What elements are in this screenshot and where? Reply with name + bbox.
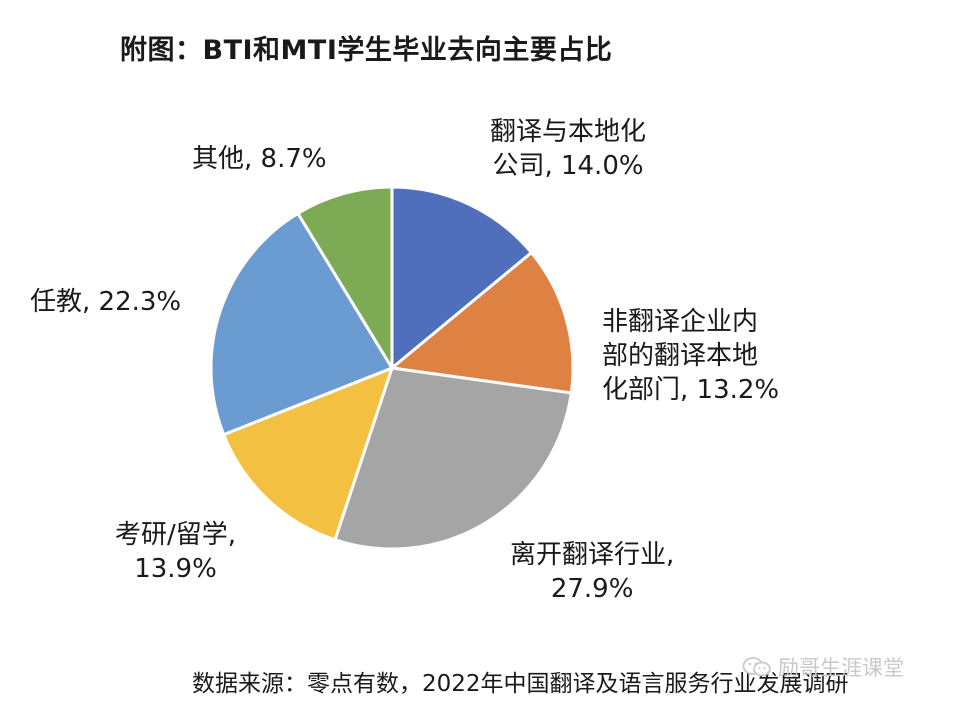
pie-slice-teaching — [209, 211, 394, 437]
pie-slice-grad-study-abroad — [222, 366, 394, 542]
chart-title: 附图：BTI和MTI学生毕业去向主要占比 — [120, 35, 613, 66]
slice-label-translation-company: 翻译与本地化 公司, 14.0% — [490, 117, 647, 181]
pie-slice-translation-company — [390, 185, 533, 370]
pie-slice-inhouse-department — [390, 251, 575, 395]
data-source-note: 数据来源：零点有数，2022年中国翻译及语言服务行业发展调研 — [192, 671, 849, 697]
watermark: 励哥生涯课堂 — [742, 652, 904, 682]
slice-label-inhouse-department: 非翻译企业内 部的翻译本地 化部门, 13.2% — [602, 307, 780, 405]
pie-slice-left-industry — [333, 366, 573, 551]
slice-label-grad-study-abroad: 考研/留学, 13.9% — [115, 520, 237, 584]
wechat-icon — [742, 657, 771, 677]
slice-label-teaching: 任教, 22.3% — [30, 287, 182, 317]
slice-label-other: 其他, 8.7% — [192, 144, 327, 174]
slice-label-left-industry: 离开翻译行业, 27.9% — [510, 540, 675, 604]
watermark-text: 励哥生涯课堂 — [778, 656, 904, 680]
pie-slice-other — [296, 185, 394, 370]
